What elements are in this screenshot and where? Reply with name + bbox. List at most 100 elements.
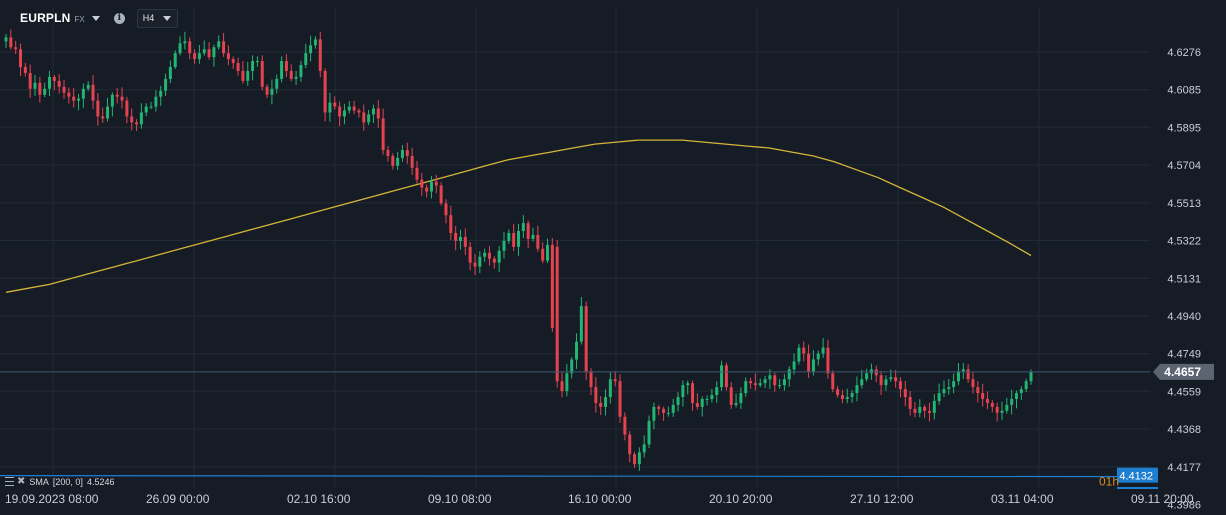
candle <box>48 70 52 97</box>
candle-body <box>434 181 438 186</box>
price-tick-label: 4.4177 <box>1167 462 1201 474</box>
symbol-selector[interactable]: EURPLN FX <box>20 11 100 25</box>
candle-body <box>246 70 250 81</box>
candle-body <box>1029 371 1033 382</box>
candle <box>492 256 496 269</box>
time-axis[interactable]: 19.09.2023 08:00 26.09 00:00 02.10 16:00 09… <box>5 492 1194 506</box>
candle-body <box>405 150 409 156</box>
candle-body <box>691 383 695 403</box>
candle-body <box>86 84 90 89</box>
candle-body <box>52 76 56 81</box>
candle <box>884 375 888 391</box>
candle <box>724 362 728 391</box>
candle-body <box>923 406 927 411</box>
candle-body <box>67 92 71 97</box>
candle <box>782 374 786 391</box>
candle-body <box>255 61 259 63</box>
candle <box>720 360 724 391</box>
horizontal-line-label-bg <box>1117 467 1158 483</box>
candle-body <box>386 150 390 156</box>
candle <box>367 109 371 126</box>
info-icon[interactable]: i <box>113 12 125 24</box>
candle <box>956 362 960 386</box>
candle <box>594 377 598 413</box>
candle-body <box>521 223 525 232</box>
candle-body <box>338 106 342 117</box>
candle <box>526 220 530 249</box>
current-price-label: 4.4657 <box>1164 365 1201 379</box>
candle <box>183 31 187 50</box>
indicator-value: 4.5246 <box>86 476 115 487</box>
candle-body <box>565 373 569 392</box>
candle-body <box>429 181 433 192</box>
candle-body <box>869 369 873 374</box>
candle <box>618 374 622 423</box>
candle <box>231 56 235 69</box>
candle <box>695 393 699 410</box>
candle-body <box>463 236 467 247</box>
candle-body <box>202 49 206 54</box>
candle-body <box>62 86 66 93</box>
candle <box>425 184 429 198</box>
candle-body <box>541 248 545 261</box>
candle-body <box>686 383 690 386</box>
candle <box>657 404 661 416</box>
price-tick-label: 4.5895 <box>1167 122 1201 134</box>
close-icon[interactable]: ✖ <box>17 476 26 487</box>
candle <box>454 226 458 251</box>
time-tick-label: 19.09.2023 08:00 <box>5 492 99 506</box>
candle-body <box>560 381 564 392</box>
candle <box>923 404 927 418</box>
candle-body <box>294 76 298 79</box>
timeframe-selector[interactable]: H4 <box>136 8 179 28</box>
price-tick-label: 4.4368 <box>1167 424 1201 436</box>
candle-body <box>840 395 844 399</box>
candle <box>139 103 143 129</box>
candle <box>313 36 317 49</box>
candle-body <box>72 96 76 101</box>
candle <box>294 70 298 85</box>
candle-body <box>478 256 482 267</box>
indicator-params: [200, 0] <box>52 476 83 487</box>
candle <box>96 93 100 126</box>
candle <box>531 227 535 242</box>
candle-body <box>676 397 680 405</box>
candle <box>633 451 637 468</box>
candle-body <box>188 41 192 54</box>
candle-body <box>744 381 748 394</box>
candle <box>729 382 733 409</box>
price-tick-label: 4.5322 <box>1167 236 1201 248</box>
candle-body <box>139 112 143 125</box>
indicator-settings-icon[interactable] <box>5 477 14 486</box>
candle <box>405 142 409 164</box>
candle-body <box>570 359 574 374</box>
candle-body <box>251 61 255 71</box>
candle <box>840 389 844 404</box>
candle <box>894 370 898 388</box>
candle <box>1024 378 1028 393</box>
candle-body <box>270 88 274 95</box>
candle <box>797 344 801 365</box>
candle <box>342 103 346 125</box>
candle-body <box>410 155 414 168</box>
candle-body <box>985 398 989 403</box>
candle-body <box>821 347 825 354</box>
candle-body <box>633 454 637 465</box>
candle <box>985 391 989 410</box>
candle <box>686 380 690 395</box>
candle-body <box>894 377 898 382</box>
candle <box>536 225 540 252</box>
candle-body <box>526 223 530 239</box>
candle-body <box>879 375 883 386</box>
price-axis[interactable]: 4.6276 4.6085 4.5895 4.5704 4.5513 4.5322 4.51… <box>1167 47 1201 512</box>
candle-body <box>449 215 453 233</box>
candle-body <box>710 395 714 399</box>
candle-body <box>763 379 767 384</box>
candle-body <box>575 341 579 360</box>
candle-body <box>96 100 100 117</box>
candle-body <box>420 179 424 188</box>
candle-body <box>536 234 540 249</box>
candle-body <box>971 379 975 388</box>
